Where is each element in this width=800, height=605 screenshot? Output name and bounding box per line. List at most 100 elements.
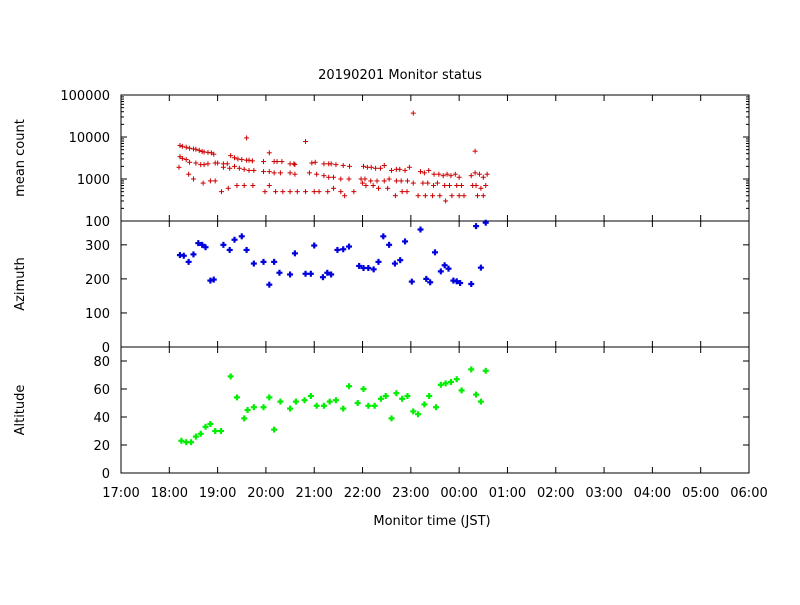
data-point bbox=[393, 390, 400, 397]
data-point bbox=[210, 276, 217, 283]
data-point bbox=[461, 193, 467, 199]
data-point bbox=[453, 376, 460, 383]
data-point bbox=[373, 165, 379, 171]
data-point bbox=[261, 169, 267, 175]
data-point bbox=[445, 265, 452, 272]
data-point bbox=[220, 241, 227, 248]
data-point bbox=[386, 241, 393, 248]
data-point bbox=[190, 176, 196, 182]
data-point bbox=[362, 176, 368, 182]
data-point bbox=[351, 189, 357, 195]
data-point bbox=[368, 164, 374, 170]
data-point bbox=[360, 386, 367, 392]
data-point bbox=[482, 219, 489, 226]
data-point bbox=[404, 189, 410, 195]
data-point bbox=[260, 404, 267, 411]
data-point bbox=[338, 176, 344, 182]
y-tick-label: 10000 bbox=[69, 131, 110, 146]
data-point bbox=[228, 153, 234, 159]
data-point bbox=[319, 274, 326, 281]
data-point bbox=[453, 278, 460, 285]
panel-frame bbox=[120, 94, 750, 222]
data-point bbox=[480, 193, 486, 199]
data-point bbox=[207, 178, 213, 184]
data-point bbox=[328, 271, 335, 278]
data-point bbox=[381, 178, 387, 184]
data-point bbox=[346, 243, 353, 250]
data-point bbox=[246, 167, 252, 173]
data-point bbox=[420, 180, 426, 186]
data-point bbox=[196, 147, 202, 153]
data-point bbox=[225, 185, 231, 191]
data-point bbox=[280, 189, 286, 195]
data-point bbox=[365, 402, 372, 409]
data-point bbox=[287, 271, 294, 278]
data-point bbox=[177, 142, 183, 148]
data-point bbox=[183, 144, 189, 150]
data-point bbox=[410, 110, 416, 116]
data-point bbox=[397, 166, 403, 172]
data-point bbox=[380, 233, 387, 240]
data-point bbox=[442, 380, 449, 387]
data-point bbox=[239, 157, 245, 163]
data-point bbox=[326, 174, 332, 180]
data-point bbox=[187, 145, 193, 151]
data-point bbox=[321, 173, 327, 179]
data-point bbox=[201, 162, 207, 168]
data-point bbox=[202, 244, 209, 251]
data-point bbox=[365, 264, 372, 271]
data-point bbox=[449, 193, 455, 199]
data-point bbox=[377, 395, 384, 402]
data-point bbox=[427, 279, 434, 286]
y-tick-label: 40 bbox=[93, 411, 110, 426]
data-point bbox=[266, 281, 273, 288]
data-point bbox=[312, 159, 318, 165]
data-point bbox=[244, 135, 250, 141]
data-point bbox=[232, 163, 238, 169]
data-point bbox=[231, 236, 238, 243]
data-point bbox=[333, 162, 339, 168]
data-point bbox=[243, 246, 250, 253]
x-tick-label: 19:00 bbox=[199, 486, 236, 501]
data-point bbox=[266, 394, 273, 401]
data-point bbox=[478, 185, 484, 191]
data-point bbox=[241, 166, 247, 172]
data-point bbox=[456, 174, 462, 180]
data-point bbox=[422, 193, 428, 199]
x-tick-label: 02:00 bbox=[537, 486, 574, 501]
data-point bbox=[448, 173, 454, 179]
data-point bbox=[417, 226, 424, 233]
x-tick-label: 03:00 bbox=[585, 486, 622, 501]
data-point bbox=[457, 279, 464, 286]
x-axis-label: Monitor time (JST) bbox=[373, 514, 490, 529]
data-point bbox=[472, 170, 478, 176]
y-tick-label: 0 bbox=[102, 467, 110, 482]
data-point bbox=[459, 183, 465, 189]
data-point bbox=[227, 373, 234, 380]
data-point bbox=[375, 185, 381, 191]
data-point bbox=[477, 398, 484, 405]
x-tick-label: 00:00 bbox=[440, 486, 477, 501]
data-point bbox=[468, 281, 475, 287]
data-point bbox=[306, 170, 312, 176]
data-point bbox=[287, 189, 293, 195]
data-point bbox=[227, 165, 233, 171]
x-tick-label: 23:00 bbox=[392, 486, 429, 501]
data-point bbox=[426, 167, 432, 173]
data-point bbox=[321, 161, 327, 167]
data-point bbox=[192, 433, 199, 440]
x-tick-label: 01:00 bbox=[489, 486, 526, 501]
data-point bbox=[271, 170, 277, 176]
data-point bbox=[311, 242, 318, 249]
data-point bbox=[251, 167, 257, 173]
data-point bbox=[224, 161, 230, 167]
data-point bbox=[302, 270, 309, 277]
data-point bbox=[410, 408, 417, 415]
data-point bbox=[179, 155, 185, 161]
y-axis-label: Azimuth bbox=[13, 257, 28, 311]
data-point bbox=[235, 156, 241, 162]
data-point bbox=[389, 167, 395, 173]
data-point bbox=[360, 180, 366, 186]
data-point bbox=[314, 171, 320, 177]
